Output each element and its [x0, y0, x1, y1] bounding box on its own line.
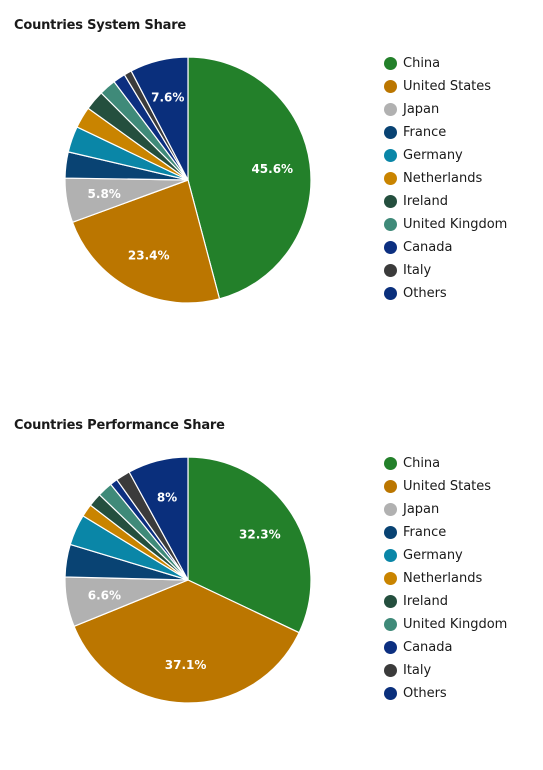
legend-label: Netherlands	[403, 171, 483, 186]
legend-label: Ireland	[403, 194, 448, 209]
legend-item[interactable]: China	[384, 52, 507, 75]
legend-label: Germany	[403, 548, 463, 563]
legend-label: Italy	[403, 663, 432, 678]
legend-swatch	[384, 80, 397, 93]
legend-item[interactable]: China	[384, 452, 507, 475]
legend-label: France	[403, 125, 447, 140]
legend-swatch	[384, 126, 397, 139]
legend-label: Germany	[403, 148, 463, 163]
legend-swatch	[384, 103, 397, 116]
legend-swatch	[384, 264, 397, 277]
legend-item[interactable]: Canada	[384, 236, 507, 259]
legend-item[interactable]: United Kingdom	[384, 613, 507, 636]
legend-label: United Kingdom	[403, 217, 508, 232]
legend-item[interactable]: Others	[384, 282, 507, 305]
legend-label: Canada	[403, 640, 453, 655]
chart-title: Countries Performance Share	[14, 418, 225, 433]
pie-slice-china[interactable]	[187, 456, 312, 634]
legend-swatch	[384, 480, 397, 493]
slice-data-label: 23.4%	[128, 248, 170, 262]
legend-item[interactable]: United States	[384, 475, 507, 498]
legend-swatch	[384, 572, 397, 585]
legend-item[interactable]: Canada	[384, 636, 507, 659]
slice-data-label: 32.3%	[239, 528, 281, 542]
legend-label: Italy	[403, 263, 432, 278]
legend-label: Japan	[403, 102, 440, 117]
chart-legend: China United States Japan France Germany Neth…	[384, 452, 507, 705]
legend-swatch	[384, 549, 397, 562]
pie-slice-united-states[interactable]	[73, 579, 300, 704]
legend-swatch	[384, 457, 397, 470]
legend-swatch	[384, 195, 397, 208]
legend-swatch	[384, 664, 397, 677]
legend-label: France	[403, 525, 447, 540]
legend-item[interactable]: Germany	[384, 144, 507, 167]
legend-swatch	[384, 687, 397, 700]
legend-item[interactable]: France	[384, 121, 507, 144]
legend-label: China	[403, 456, 441, 471]
slice-data-label: 45.6%	[251, 162, 293, 176]
legend-swatch	[384, 57, 397, 70]
legend-item[interactable]: Japan	[384, 98, 507, 121]
legend-item[interactable]: Italy	[384, 659, 507, 682]
legend-swatch	[384, 618, 397, 631]
pie-slice-china[interactable]	[187, 56, 312, 300]
pie-slice-others[interactable]	[128, 456, 189, 581]
legend-item[interactable]: Italy	[384, 259, 507, 282]
slice-data-label: 5.8%	[88, 187, 121, 201]
chart-title: Countries System Share	[14, 18, 187, 33]
chart-legend: China United States Japan France Germany Neth…	[384, 52, 507, 305]
legend-label: Ireland	[403, 594, 448, 609]
legend-swatch	[384, 595, 397, 608]
legend-label: United States	[403, 79, 492, 94]
performance-share-chart: 32.3% 37.1% 6.6% 8% Countries Performance S…	[0, 400, 543, 770]
legend-item[interactable]: Germany	[384, 544, 507, 567]
slice-data-label: 6.6%	[88, 588, 121, 602]
legend-item[interactable]: France	[384, 521, 507, 544]
legend-item[interactable]: Ireland	[384, 590, 507, 613]
legend-label: Others	[403, 686, 447, 701]
legend-label: China	[403, 56, 441, 71]
pie-slice-united-states[interactable]	[71, 179, 221, 304]
legend-swatch	[384, 149, 397, 162]
legend-swatch	[384, 172, 397, 185]
slice-data-label: 7.6%	[151, 90, 184, 104]
system-share-chart: 45.6% 23.4% 5.8% 7.6% Countries System Shar…	[0, 0, 543, 370]
legend-item[interactable]: Japan	[384, 498, 507, 521]
legend-swatch	[384, 287, 397, 300]
legend-item[interactable]: Others	[384, 682, 507, 705]
system-share-pie: 45.6% 23.4% 5.8% 7.6%	[64, 56, 312, 304]
legend-item[interactable]: Netherlands	[384, 167, 507, 190]
slice-data-label: 37.1%	[165, 658, 207, 672]
legend-swatch	[384, 241, 397, 254]
legend-swatch	[384, 526, 397, 539]
legend-label: Others	[403, 286, 447, 301]
legend-swatch	[384, 503, 397, 516]
legend-item[interactable]: Ireland	[384, 190, 507, 213]
legend-label: United States	[403, 479, 492, 494]
pie-slice-others[interactable]	[130, 56, 189, 181]
legend-item[interactable]: United Kingdom	[384, 213, 507, 236]
legend-label: Canada	[403, 240, 453, 255]
legend-swatch	[384, 641, 397, 654]
slice-data-label: 8%	[157, 491, 177, 505]
legend-label: Japan	[403, 502, 440, 517]
legend-item[interactable]: United States	[384, 75, 507, 98]
legend-label: United Kingdom	[403, 617, 508, 632]
legend-label: Netherlands	[403, 571, 483, 586]
performance-share-pie: 32.3% 37.1% 6.6% 8%	[64, 456, 312, 704]
legend-item[interactable]: Netherlands	[384, 567, 507, 590]
legend-swatch	[384, 218, 397, 231]
